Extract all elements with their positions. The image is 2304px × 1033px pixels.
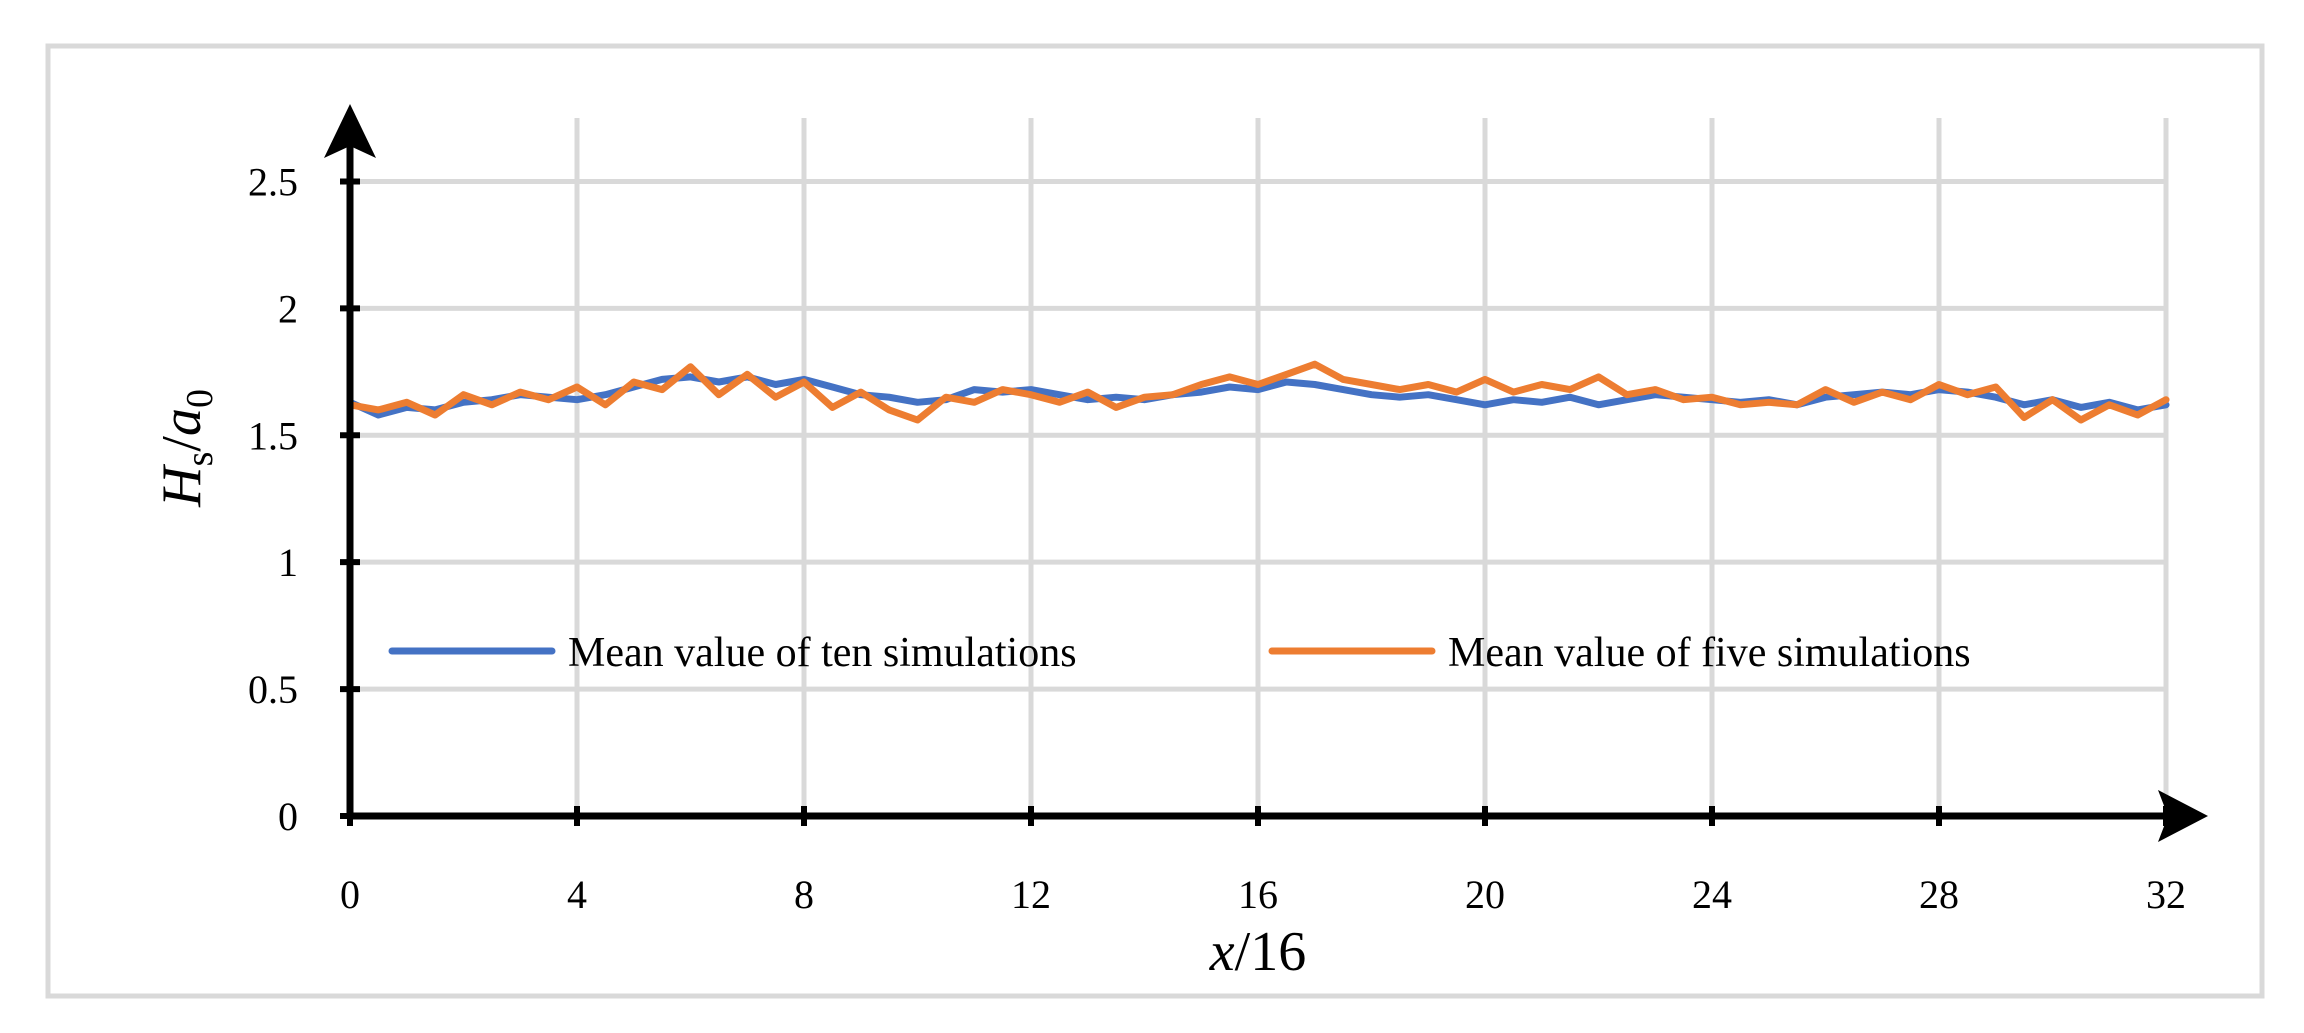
y-title-h-subscript: s bbox=[179, 452, 221, 467]
legend-label-ten-simulations: Mean value of ten simulations bbox=[568, 630, 1077, 676]
y-axis-arrowhead bbox=[324, 104, 376, 158]
x-axis-arrowhead bbox=[2158, 790, 2208, 842]
x-axis-title: x/16 bbox=[1209, 921, 1306, 983]
y-tick-label-0: 0 bbox=[278, 794, 298, 839]
legend: Mean value of ten simulations Mean value… bbox=[388, 630, 1971, 676]
x-tick-label-6: 24 bbox=[1692, 872, 1732, 917]
x-axis-title-rest: /16 bbox=[1235, 921, 1307, 983]
tick-labels: 0 4 8 12 16 20 24 28 32 0 0.5 1 1.5 2 2.5 bbox=[248, 159, 2186, 917]
x-tick-label-0: 0 bbox=[340, 872, 360, 917]
x-tick-label-3: 12 bbox=[1011, 872, 1051, 917]
series-line-1 bbox=[346, 360, 2170, 424]
y-tick-label-5: 2.5 bbox=[248, 159, 298, 204]
y-tick-label-2: 1 bbox=[278, 540, 298, 585]
chart-frame bbox=[45, 43, 2265, 999]
series-line-0 bbox=[346, 373, 2170, 419]
x-tick-label-4: 16 bbox=[1238, 872, 1278, 917]
y-title-slash: / bbox=[151, 436, 213, 452]
gridlines bbox=[350, 118, 2169, 816]
series-lines bbox=[346, 360, 2170, 424]
y-title-a: a bbox=[151, 408, 213, 436]
y-title-h: H bbox=[151, 464, 213, 508]
x-tick-label-2: 8 bbox=[794, 872, 814, 917]
y-title-a-subscript: 0 bbox=[179, 389, 221, 408]
y-tick-label-4: 2 bbox=[278, 286, 298, 331]
y-axis-title: Hs/a0 bbox=[151, 389, 221, 508]
x-tick-label-7: 28 bbox=[1919, 872, 1959, 917]
x-axis-title-var: x bbox=[1209, 921, 1235, 983]
y-tick-label-1: 0.5 bbox=[248, 667, 298, 712]
x-tick-label-5: 20 bbox=[1465, 872, 1505, 917]
axes bbox=[324, 104, 2208, 842]
svg-text:Hs/a0: Hs/a0 bbox=[151, 389, 221, 508]
legend-label-five-simulations: Mean value of five simulations bbox=[1448, 630, 1971, 676]
x-tick-label-8: 32 bbox=[2146, 872, 2186, 917]
y-tick-label-3: 1.5 bbox=[248, 413, 298, 458]
x-tick-label-1: 4 bbox=[567, 872, 587, 917]
